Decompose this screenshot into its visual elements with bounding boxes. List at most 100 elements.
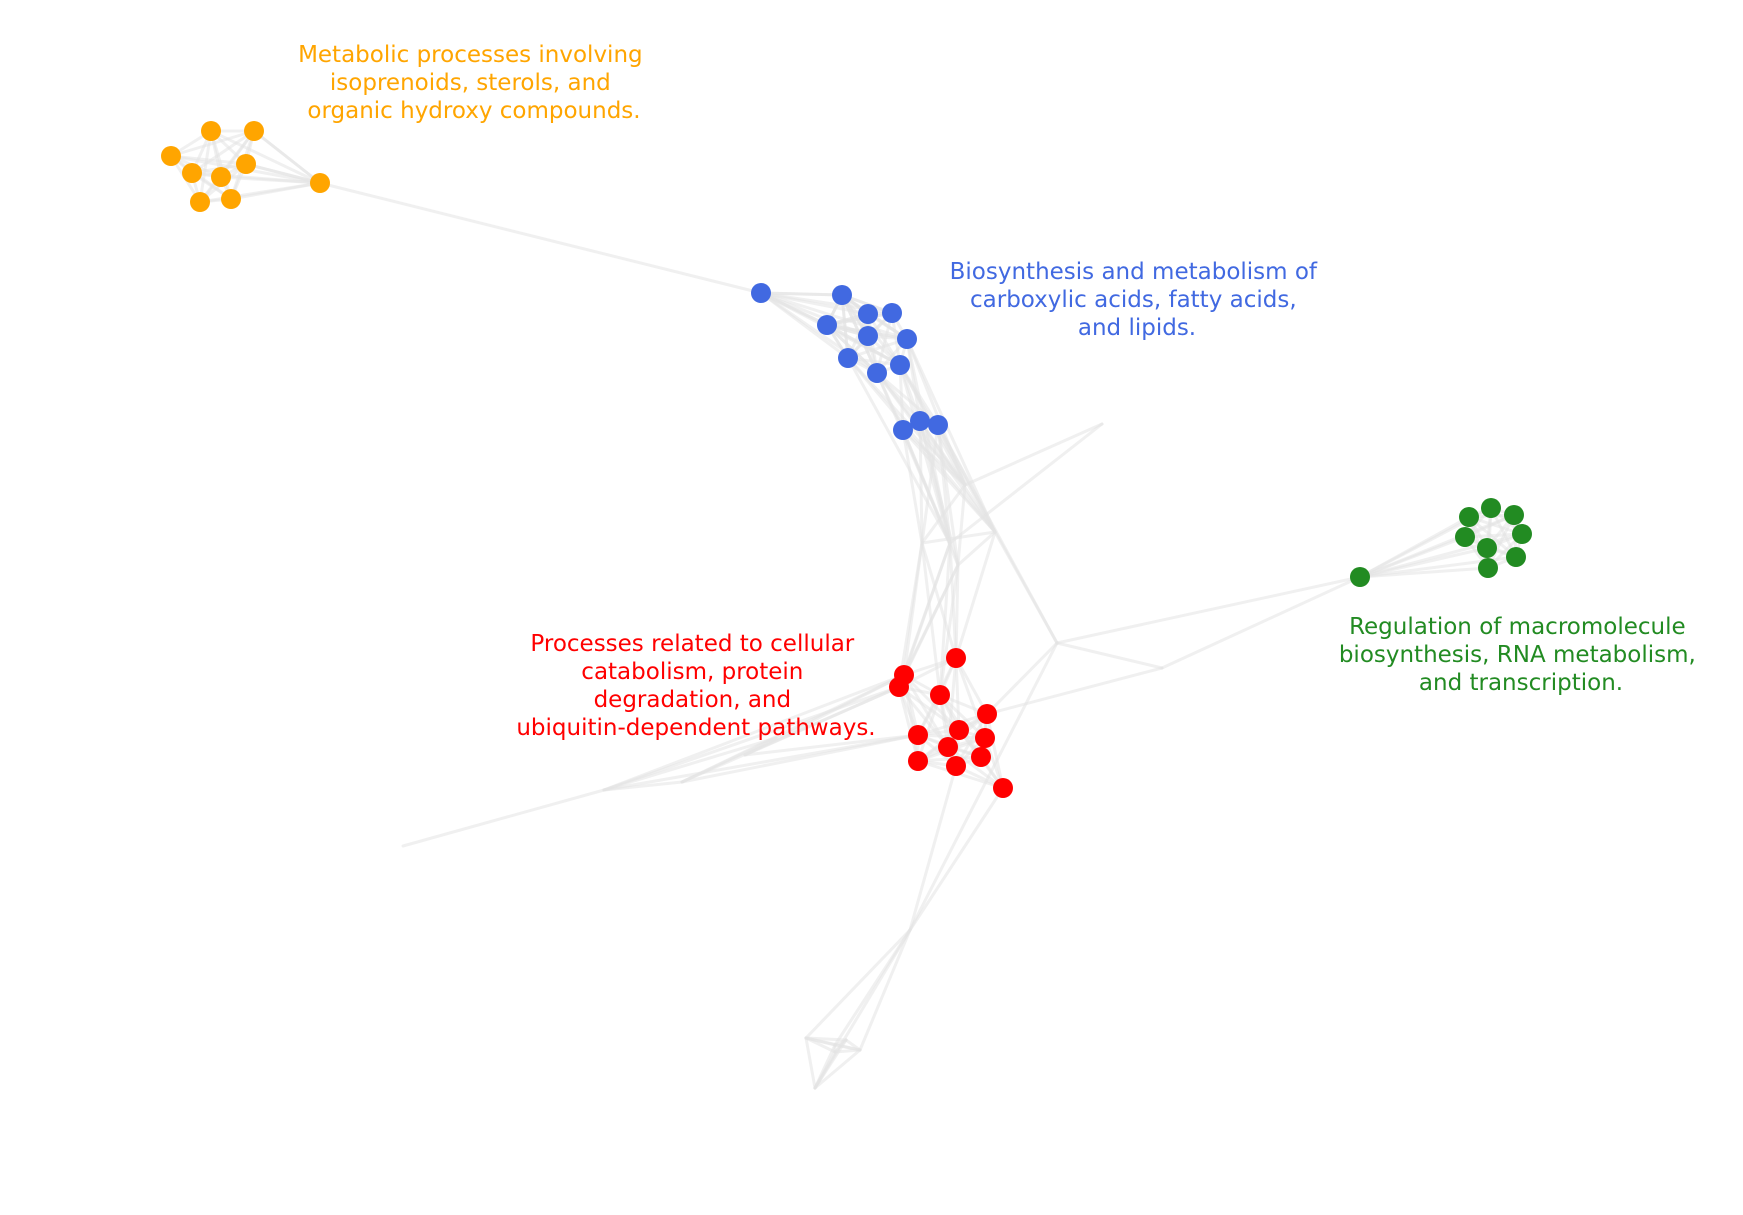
network-edge (743, 733, 920, 757)
label-line: organic hydroxy compounds. (307, 98, 640, 124)
label-line: and transcription. (1419, 670, 1623, 696)
network-edge (938, 541, 952, 697)
network-node-red (971, 747, 991, 767)
network-edge (897, 541, 952, 689)
network-edge (956, 483, 967, 567)
nodes-layer (161, 121, 1532, 798)
label-line: Biosynthesis and metabolism of (950, 259, 1318, 285)
network-node-orange (310, 173, 330, 193)
network-node-green (1459, 507, 1479, 527)
network-edge (908, 786, 1005, 932)
network-node-blue (858, 326, 878, 346)
network-edge (804, 1036, 817, 1090)
network-edge (602, 685, 901, 792)
cluster-label-blue: Biosynthesis and metabolism of carboxyli… (950, 259, 1325, 341)
network-edge (920, 483, 967, 545)
cluster-label-orange: Metabolic processes involving isoprenoid… (298, 42, 650, 124)
network-node-green (1478, 558, 1498, 578)
network-edge (804, 1036, 848, 1042)
network-edge (1358, 566, 1490, 579)
network-node-red (946, 756, 966, 776)
network-edge (169, 129, 256, 158)
network-edge (1358, 546, 1489, 579)
network-node-orange (236, 154, 256, 174)
network-edge (875, 371, 952, 545)
network-edge (1358, 515, 1471, 579)
network-edge (229, 181, 322, 201)
network-edge (840, 293, 850, 360)
network-edge (897, 685, 920, 763)
network-node-red (930, 685, 950, 705)
network-edge (759, 291, 909, 341)
network-node-green (1455, 527, 1475, 547)
network-node-blue (890, 355, 910, 375)
network-edge (985, 712, 1005, 790)
network-node-red (949, 720, 969, 740)
network-edge (844, 1038, 862, 1052)
network-node-orange (201, 121, 221, 141)
network-edge (190, 129, 256, 175)
network-edge (897, 685, 961, 732)
network-edge (813, 1048, 862, 1090)
label-line: isoprenoids, sterols, and (330, 70, 611, 96)
network-node-blue (838, 348, 858, 368)
network-node-red (938, 737, 958, 757)
network-edge (743, 685, 901, 757)
network-node-green (1504, 505, 1524, 525)
network-edge (602, 673, 906, 792)
network-node-blue (897, 329, 917, 349)
network-edge (985, 666, 1164, 716)
network-edge (602, 736, 778, 792)
network-edge (219, 175, 322, 185)
network-edge (759, 291, 844, 297)
network-edge (198, 129, 213, 204)
network-edge (897, 541, 924, 689)
network-edge (946, 745, 1005, 790)
network-edge (846, 356, 952, 545)
network-node-red (889, 677, 909, 697)
label-line: catabolism, protein (581, 659, 803, 685)
network-node-blue (751, 283, 771, 303)
network-node-orange (182, 163, 202, 183)
network-edge (804, 928, 912, 1040)
network-edge (1160, 575, 1362, 670)
network-node-green (1512, 524, 1532, 544)
network-edge (252, 129, 322, 185)
network-node-blue (882, 303, 902, 323)
network-node-blue (832, 285, 852, 305)
network-node-blue (817, 315, 837, 335)
network-node-red (993, 778, 1013, 798)
network-edge (920, 423, 940, 545)
network-node-blue (910, 411, 930, 431)
network-edge (954, 656, 961, 732)
network-node-blue (858, 304, 878, 324)
network-edge (804, 1036, 837, 1054)
network-node-blue (893, 420, 913, 440)
label-line: Processes related to cellular (530, 631, 854, 657)
network-node-blue (928, 415, 948, 435)
network-edge (209, 129, 322, 185)
network-edge (825, 323, 902, 367)
network-edge (875, 371, 997, 534)
network-node-red (977, 704, 997, 724)
network-edge (858, 928, 912, 1052)
network-edge (938, 563, 960, 697)
network-node-orange (221, 189, 241, 209)
network-edge (985, 641, 1059, 716)
network-edge (1358, 535, 1467, 579)
network-node-orange (190, 192, 210, 212)
network-edge (833, 1038, 848, 1054)
network-node-orange (244, 121, 264, 141)
network-node-orange (161, 146, 181, 166)
label-line: Regulation of macromolecule (1349, 614, 1686, 640)
network-edge (948, 422, 1104, 545)
network-edge (908, 764, 958, 932)
network-edge (318, 181, 763, 295)
network-edge (956, 530, 997, 567)
network-node-green (1481, 498, 1501, 518)
network-node-orange (211, 167, 231, 187)
network-node-blue (867, 363, 887, 383)
network-edge (813, 1038, 848, 1090)
cluster-label-green: Regulation of macromolecule biosynthesis… (1339, 614, 1703, 696)
label-line: degradation, and (594, 687, 792, 713)
